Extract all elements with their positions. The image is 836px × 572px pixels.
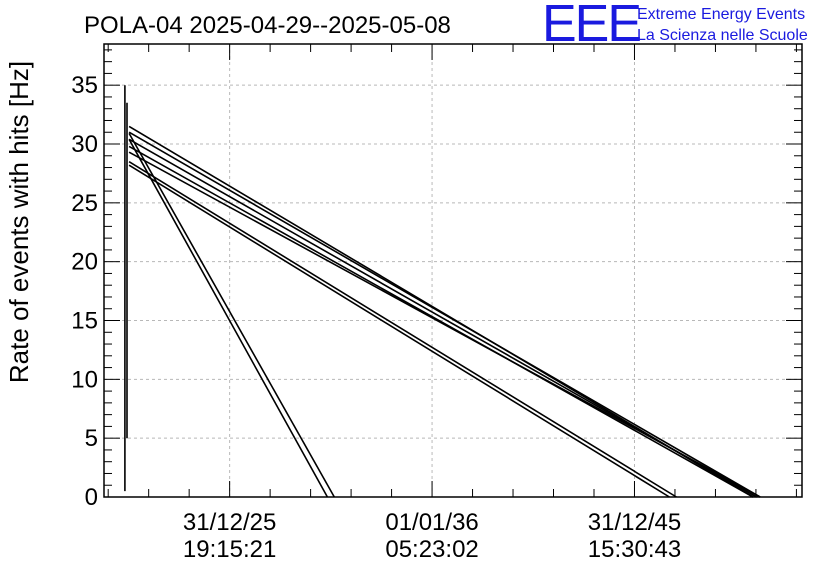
- y-tick-label: 0: [85, 484, 98, 511]
- plot-frame: [103, 43, 803, 498]
- eee-logo-mark: EEE: [542, 0, 640, 53]
- y-tick-label: 15: [71, 308, 98, 335]
- y-axis-label: Rate of events with hits [Hz]: [4, 61, 34, 383]
- chart-title: POLA-04 2025-04-29--2025-05-08: [84, 12, 451, 39]
- grid: [104, 44, 802, 497]
- series-layer: [124, 85, 761, 498]
- eee-logo: EEE Extreme Energy Events La Scienza nel…: [542, 0, 808, 53]
- y-tick-label: 25: [71, 190, 98, 217]
- y-tick-label: 10: [71, 366, 98, 393]
- series-line-6: [128, 145, 754, 498]
- x-tick-label-time: 19:15:21: [183, 536, 276, 563]
- x-tick-label-time: 15:30:43: [588, 536, 681, 563]
- logo-line-2: La Scienza nelle Scuole: [637, 27, 808, 44]
- y-tick-label: 20: [71, 249, 98, 276]
- y-tick-label: 35: [71, 72, 98, 99]
- plot-frame-rect: [103, 43, 803, 498]
- series-line-7: [128, 151, 761, 498]
- x-tick-label-date: 31/12/45: [588, 509, 681, 536]
- series-line-11: [128, 138, 329, 498]
- y-tick-label: 5: [85, 425, 98, 452]
- logo-line-1: Extreme Energy Events: [637, 6, 805, 23]
- y-ticks: 0 5 10 15 20 25 30 35: [71, 49, 802, 511]
- series-line-9: [128, 164, 670, 498]
- x-tick-label-date: 31/12/25: [183, 509, 276, 536]
- series-line-4: [128, 131, 761, 498]
- series-line-10: [128, 133, 335, 498]
- x-tick-label-date: 01/01/36: [385, 509, 478, 536]
- y-tick-label: 30: [71, 131, 98, 158]
- series-line-8: [128, 161, 677, 498]
- x-tick-label-time: 05:23:02: [385, 536, 478, 563]
